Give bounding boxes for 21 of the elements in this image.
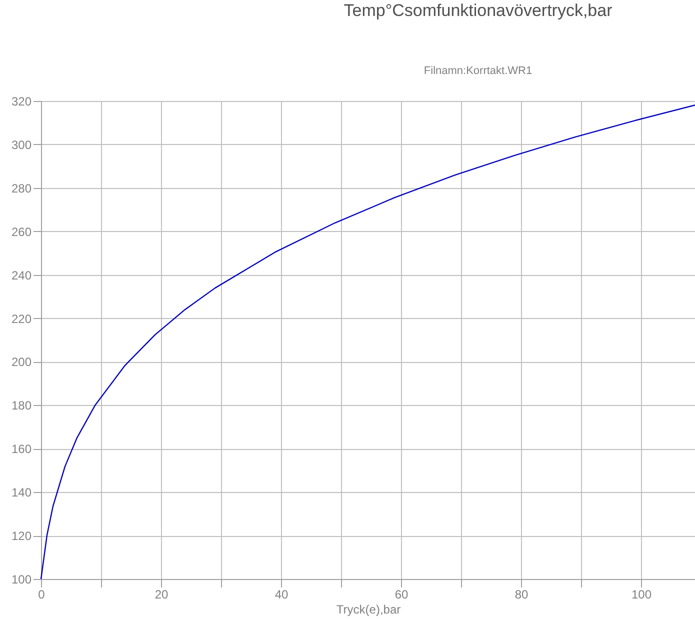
y-tick-label: 240 <box>11 268 32 282</box>
y-tick-label: 320 <box>11 94 32 108</box>
y-tick-label: 120 <box>11 529 32 544</box>
y-tick-label: 200 <box>11 355 32 370</box>
y-tick-label: 300 <box>11 138 32 152</box>
y-tick-label: 140 <box>11 486 32 500</box>
x-tick-label: 20 <box>154 588 168 602</box>
y-tick-label: 220 <box>11 312 32 326</box>
chart-title: Temp°Csomfunktionavövertryck,bar <box>344 1 613 20</box>
x-tick-label: 100 <box>631 588 652 602</box>
chart-subtitle: Filnamn:Korrtakt.WR1 <box>424 65 532 77</box>
y-tick-label: 180 <box>11 398 32 413</box>
y-tick-label: 280 <box>11 181 32 196</box>
x-tick-label: 40 <box>274 588 288 602</box>
x-tick-label: 0 <box>38 588 46 602</box>
x-tick-label: 60 <box>394 588 408 602</box>
y-tick-label: 160 <box>11 442 32 456</box>
x-tick-label: 80 <box>514 588 528 602</box>
x-axis-title: Tryck(e),bar <box>336 602 401 616</box>
y-tick-label: 260 <box>11 224 32 239</box>
y-tick-label: 100 <box>11 572 32 586</box>
